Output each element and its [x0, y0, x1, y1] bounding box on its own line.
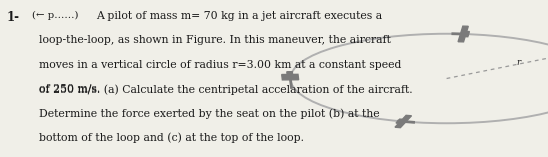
Text: (← p……): (← p……)	[32, 11, 78, 20]
Polygon shape	[395, 115, 412, 128]
Text: r: r	[516, 58, 520, 67]
Text: bottom of the loop and (c) at the top of the loop.: bottom of the loop and (c) at the top of…	[39, 133, 305, 143]
Text: A pilot of mass m= 70 kg in a jet aircraft executes a: A pilot of mass m= 70 kg in a jet aircra…	[96, 11, 382, 21]
Text: of 250 m/s.: of 250 m/s.	[39, 84, 104, 94]
Text: loop-the-loop, as shown in Figure. In this maneuver, the aircraft: loop-the-loop, as shown in Figure. In th…	[39, 35, 391, 45]
Polygon shape	[458, 26, 469, 42]
Text: of 250 m/s. (a) Calculate the centripetal accelaration of the aircraft.: of 250 m/s. (a) Calculate the centripeta…	[39, 84, 413, 95]
Polygon shape	[287, 72, 293, 74]
Text: Determine the force exerted by the seat on the pilot (b) at the: Determine the force exerted by the seat …	[39, 108, 380, 119]
Polygon shape	[465, 32, 470, 37]
Text: of 250 m/s. (a) Calculate the centripetal accelaration of the aircraft.: of 250 m/s. (a) Calculate the centripeta…	[39, 84, 413, 95]
Text: 1-: 1-	[7, 11, 20, 24]
Polygon shape	[282, 74, 299, 80]
Text: moves in a vertical circle of radius r=3.00 km at a constant speed: moves in a vertical circle of radius r=3…	[39, 60, 402, 70]
Polygon shape	[396, 119, 402, 123]
